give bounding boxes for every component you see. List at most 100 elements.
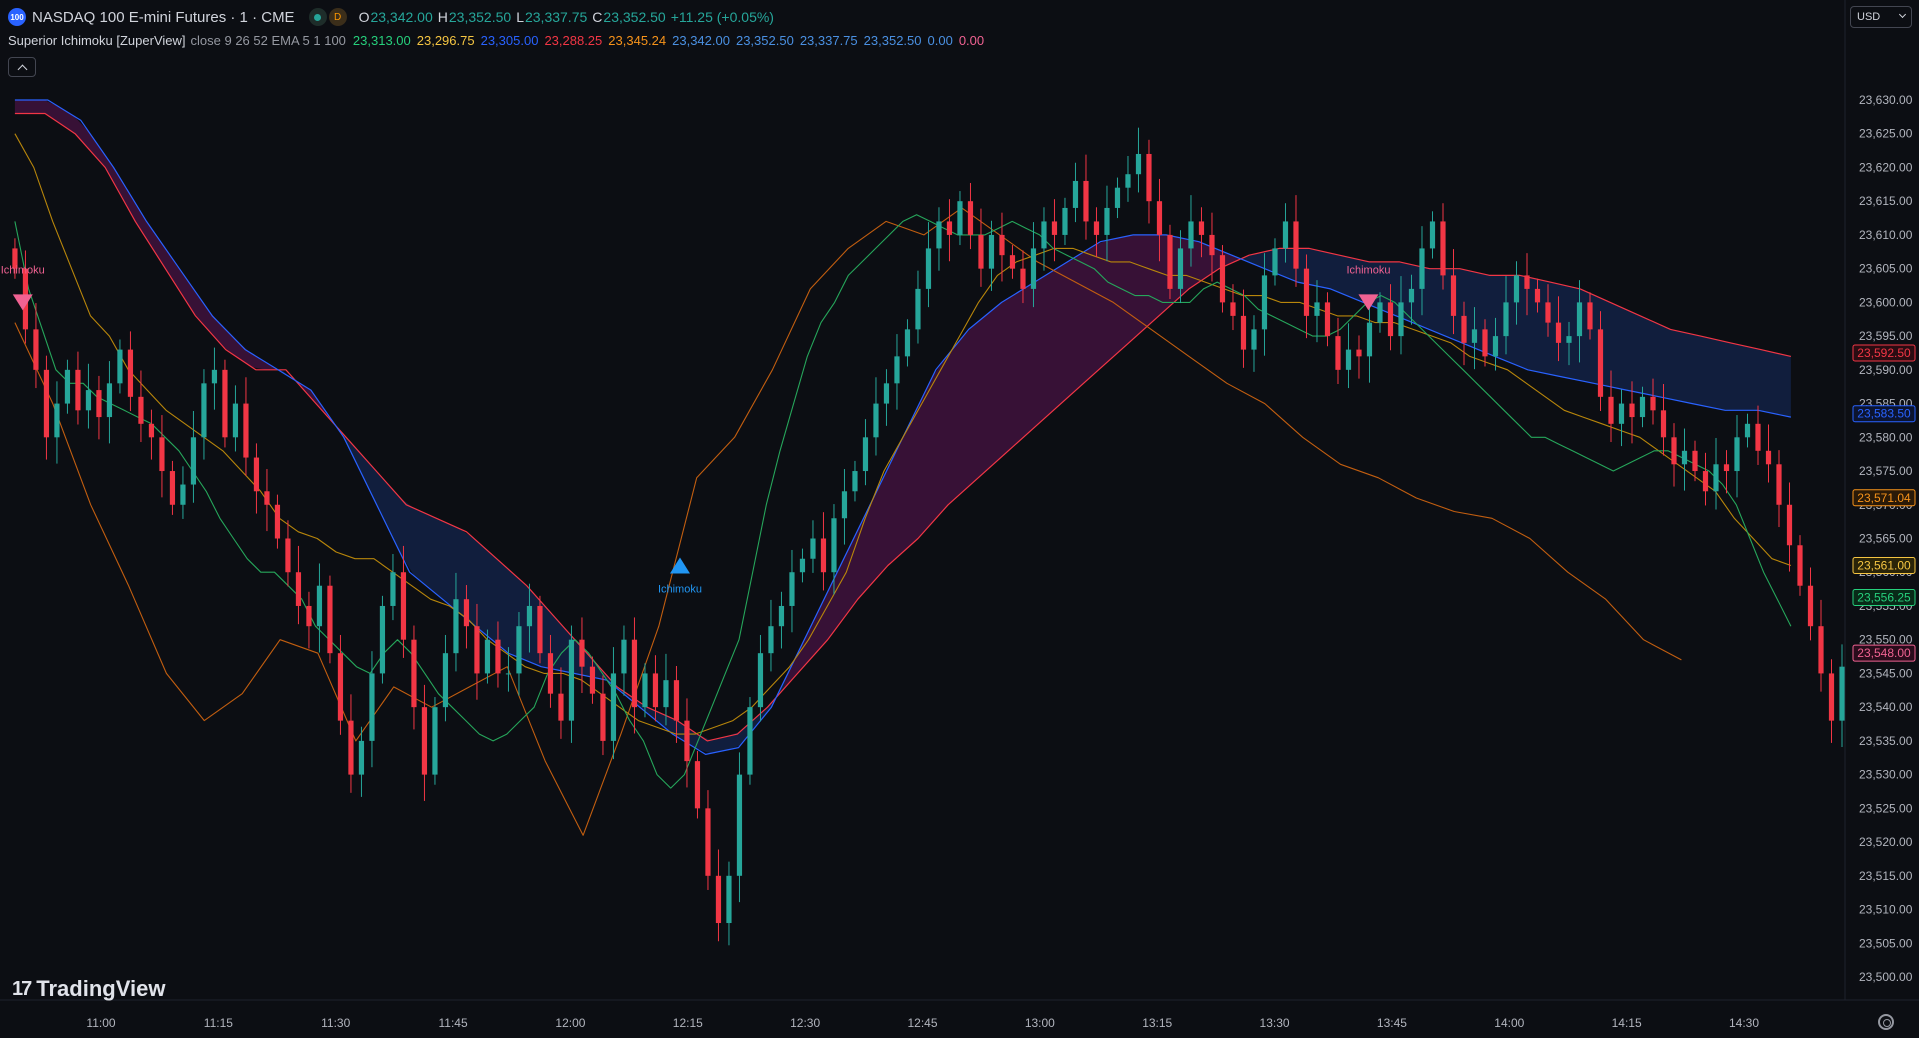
- candle-body: [138, 396, 144, 424]
- candle-body: [789, 572, 795, 606]
- candle-body: [1618, 403, 1625, 424]
- candle: [1314, 280, 1320, 343]
- candle-body: [778, 605, 785, 627]
- indicator-value: 23,345.24: [608, 32, 667, 48]
- price-tag-box: [1852, 644, 1916, 662]
- candle: [495, 621, 501, 688]
- candle: [526, 583, 533, 653]
- candle: [1062, 197, 1068, 246]
- tradingview-logo[interactable]: 17 TradingView: [12, 976, 165, 1002]
- candle: [1566, 321, 1572, 366]
- candle: [64, 359, 71, 414]
- session-badge[interactable]: D: [328, 8, 347, 26]
- indicator-legend[interactable]: Superior Ichimoku [ZuperView] close 9 26…: [8, 30, 990, 50]
- candle: [1681, 428, 1688, 491]
- candle-body: [1671, 437, 1677, 465]
- candle-body: [1093, 221, 1100, 235]
- currency-select[interactable]: USD: [1850, 6, 1912, 28]
- candle-body: [915, 288, 921, 330]
- candle-body: [421, 707, 428, 775]
- candle-body: [862, 437, 869, 472]
- buy-triangle-icon: [669, 557, 690, 574]
- candle-body: [589, 666, 596, 694]
- time-axis-tick-label: 12:15: [673, 1016, 703, 1030]
- candle-body: [1450, 275, 1457, 316]
- candle-body: [1051, 221, 1058, 235]
- candle: [1545, 284, 1551, 337]
- candle-body: [1188, 221, 1194, 249]
- price-axis-tick-label: 23,580.00: [1859, 430, 1913, 444]
- price-axis-tick-label: 23,605.00: [1859, 262, 1913, 276]
- candle: [1587, 292, 1593, 340]
- tradingview-logo-text: TradingView: [36, 976, 166, 1001]
- candle-body: [526, 605, 533, 627]
- price-axis-tick-label: 23,540.00: [1859, 700, 1913, 714]
- candle: [1482, 319, 1488, 367]
- indicator-values: 23,313.00 23,296.75 23,305.00 23,288.25 23,3…: [353, 33, 990, 48]
- candle: [222, 359, 228, 448]
- candle-body: [1335, 336, 1341, 370]
- candle-body: [1293, 221, 1299, 269]
- candle: [1671, 423, 1677, 487]
- candle: [768, 599, 774, 672]
- sell-triangle-icon: [1358, 294, 1379, 311]
- candle: [138, 370, 144, 443]
- candle: [1660, 384, 1667, 456]
- candle-body: [873, 403, 879, 438]
- candle-body: [715, 875, 722, 924]
- price-axis-tick-label: 23,545.00: [1859, 666, 1913, 680]
- candle-body: [747, 707, 753, 775]
- candle-body: [1734, 437, 1740, 472]
- indicator-name[interactable]: Superior Ichimoku [ZuperView]: [8, 32, 186, 48]
- candle-body: [1797, 545, 1803, 586]
- candle-body: [1818, 626, 1824, 674]
- candle-body: [1261, 275, 1268, 330]
- price-axis-tick-label: 23,590.00: [1859, 363, 1913, 377]
- collapse-legend-button[interactable]: [8, 57, 36, 77]
- sell-triangle-icon: [12, 294, 33, 311]
- indicator-value: 23,352.50: [735, 32, 794, 48]
- candle: [1324, 292, 1331, 347]
- symbol-legend[interactable]: 100 NASDAQ 100 E-mini Futures · 1 · CME …: [8, 6, 774, 28]
- ichimoku-cloud: [784, 234, 1244, 688]
- candle-body: [1471, 329, 1478, 343]
- candle: [705, 790, 711, 890]
- candle: [1177, 230, 1184, 304]
- candle-body: [1146, 153, 1152, 202]
- candle: [1419, 226, 1425, 316]
- market-status-icon[interactable]: [308, 8, 327, 26]
- candle: [1398, 276, 1404, 355]
- candle: [1555, 296, 1562, 362]
- candle-body: [988, 234, 995, 269]
- candle-body: [33, 329, 39, 370]
- candle-body: [1156, 201, 1163, 235]
- candle-body: [1104, 207, 1110, 235]
- candle-body: [169, 471, 176, 505]
- candle: [169, 460, 176, 515]
- symbol-title[interactable]: NASDAQ 100 E-mini Futures · 1 · CME: [32, 8, 295, 26]
- candle: [1198, 207, 1205, 258]
- candle-body: [159, 437, 165, 472]
- gear-icon[interactable]: [1878, 1014, 1894, 1030]
- price-axis-tick-label: 23,630.00: [1859, 93, 1913, 107]
- candle-body: [1513, 275, 1520, 303]
- candle-body: [694, 761, 701, 809]
- candle: [243, 377, 249, 476]
- candle: [1083, 154, 1089, 240]
- candle: [1503, 276, 1509, 355]
- candle: [1261, 253, 1268, 356]
- sell-signal: Ichimoku: [1, 264, 45, 311]
- candle: [516, 612, 522, 696]
- price-axis-tick-label: 23,510.00: [1859, 903, 1913, 917]
- candle: [1440, 203, 1446, 290]
- candle: [684, 698, 690, 788]
- candle: [379, 595, 386, 684]
- candle-body: [1629, 403, 1635, 418]
- candle: [852, 460, 858, 502]
- signal-label: Ichimoku: [658, 583, 702, 595]
- candle: [54, 381, 60, 464]
- candle-body: [663, 680, 669, 708]
- candle: [127, 331, 134, 411]
